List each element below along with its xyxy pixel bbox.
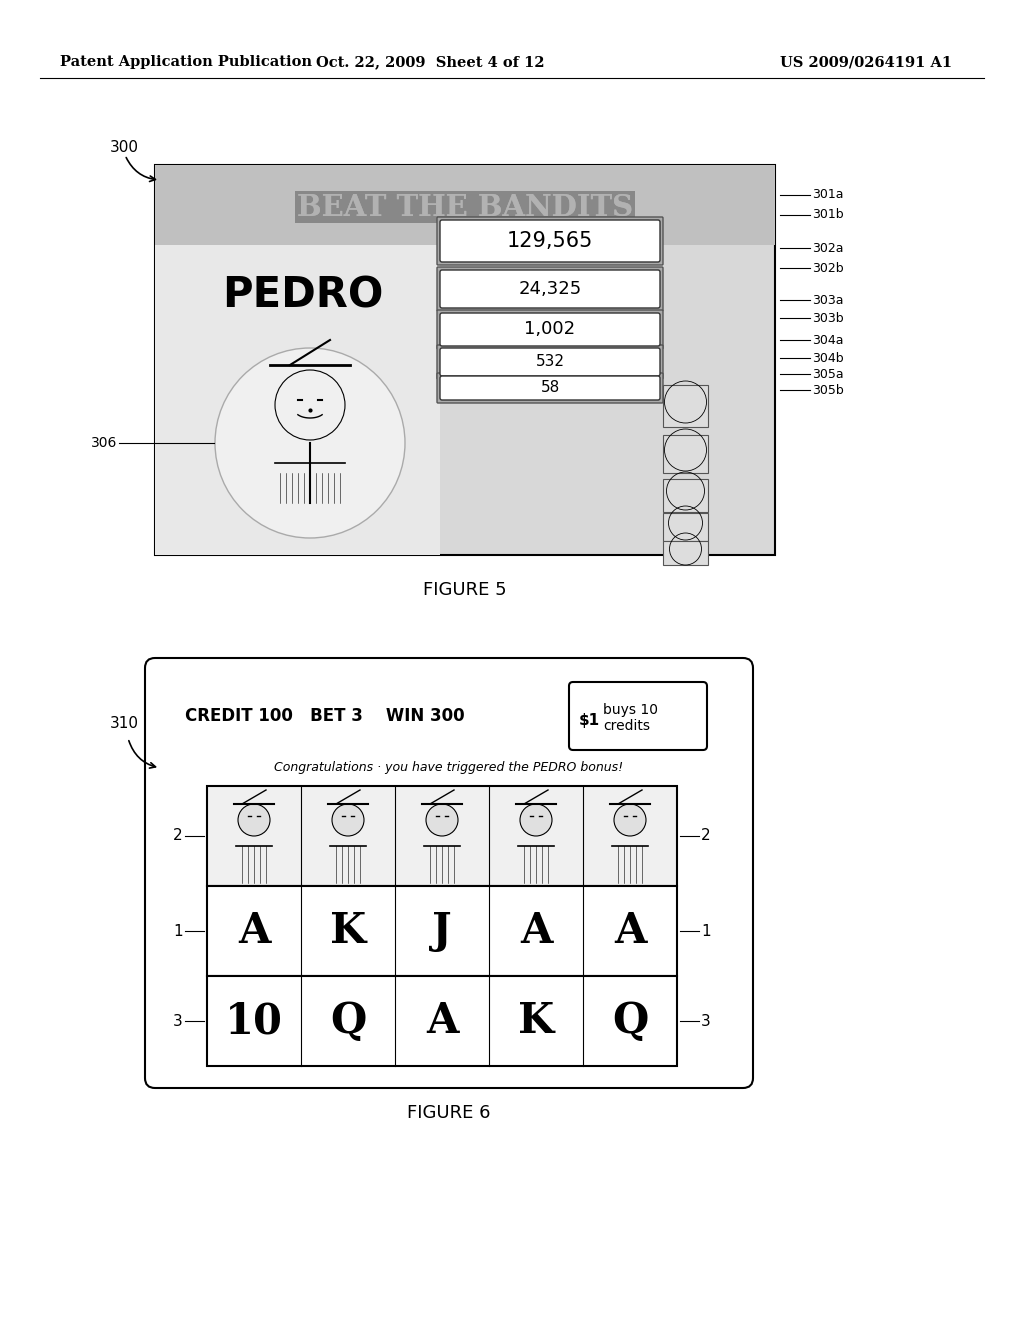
FancyBboxPatch shape xyxy=(440,376,660,400)
Circle shape xyxy=(332,804,364,836)
Text: Patent Application Publication: Patent Application Publication xyxy=(60,55,312,69)
FancyBboxPatch shape xyxy=(440,313,660,346)
Text: Oct. 22, 2009  Sheet 4 of 12: Oct. 22, 2009 Sheet 4 of 12 xyxy=(315,55,545,69)
Text: BEAT THE BANDITS: BEAT THE BANDITS xyxy=(297,193,633,222)
Circle shape xyxy=(520,804,552,836)
Text: K: K xyxy=(518,1001,554,1041)
Text: CREDIT 100   BET 3    WIN 300: CREDIT 100 BET 3 WIN 300 xyxy=(185,708,465,725)
Text: 532: 532 xyxy=(536,355,564,370)
Text: 300: 300 xyxy=(110,140,139,156)
Text: 2: 2 xyxy=(701,829,711,843)
FancyBboxPatch shape xyxy=(437,345,663,379)
Text: 305b: 305b xyxy=(812,384,844,396)
Text: FIGURE 5: FIGURE 5 xyxy=(423,581,507,599)
FancyBboxPatch shape xyxy=(145,657,753,1088)
Text: 3: 3 xyxy=(701,1014,711,1028)
Bar xyxy=(207,975,677,1067)
Circle shape xyxy=(614,804,646,836)
Bar xyxy=(663,436,708,473)
Bar xyxy=(155,165,775,246)
FancyBboxPatch shape xyxy=(440,271,660,308)
Text: 302b: 302b xyxy=(812,261,844,275)
Text: A: A xyxy=(238,909,270,952)
FancyBboxPatch shape xyxy=(440,348,660,376)
FancyBboxPatch shape xyxy=(437,216,663,265)
Text: 305a: 305a xyxy=(812,367,844,380)
Text: Q: Q xyxy=(612,1001,648,1041)
Text: 10: 10 xyxy=(225,1001,283,1041)
Text: US 2009/0264191 A1: US 2009/0264191 A1 xyxy=(780,55,952,69)
Text: 303b: 303b xyxy=(812,312,844,325)
Text: 310: 310 xyxy=(110,715,139,730)
Bar xyxy=(207,886,677,975)
Text: Congratulations · you have triggered the PEDRO bonus!: Congratulations · you have triggered the… xyxy=(274,762,624,775)
Bar xyxy=(207,785,677,886)
Text: J: J xyxy=(432,909,452,952)
Text: BEAT THE BANDITS: BEAT THE BANDITS xyxy=(297,193,633,222)
Text: 303a: 303a xyxy=(812,293,844,306)
Text: 306: 306 xyxy=(91,436,117,450)
Text: FIGURE 6: FIGURE 6 xyxy=(408,1104,490,1122)
Circle shape xyxy=(426,804,458,836)
Text: 304b: 304b xyxy=(812,351,844,364)
FancyBboxPatch shape xyxy=(437,374,663,403)
FancyBboxPatch shape xyxy=(440,220,660,261)
Text: 301a: 301a xyxy=(812,189,844,202)
Text: $1: $1 xyxy=(579,713,600,727)
Bar xyxy=(663,385,708,426)
Text: A: A xyxy=(520,909,552,952)
Text: 1,002: 1,002 xyxy=(524,321,575,338)
Text: 58: 58 xyxy=(541,380,560,396)
Text: 129,565: 129,565 xyxy=(507,231,593,251)
Text: Q: Q xyxy=(330,1001,367,1041)
Text: PEDRO: PEDRO xyxy=(222,275,384,315)
Text: 301b: 301b xyxy=(812,209,844,222)
FancyBboxPatch shape xyxy=(437,310,663,348)
Text: 302a: 302a xyxy=(812,242,844,255)
Text: A: A xyxy=(426,1001,458,1041)
Circle shape xyxy=(238,804,270,836)
Text: buys 10
credits: buys 10 credits xyxy=(603,702,658,733)
Text: 2: 2 xyxy=(173,829,183,843)
Text: A: A xyxy=(613,909,646,952)
FancyBboxPatch shape xyxy=(569,682,707,750)
Bar xyxy=(155,165,440,554)
Bar xyxy=(663,513,708,541)
Bar xyxy=(663,479,708,511)
Text: 304a: 304a xyxy=(812,334,844,346)
Bar xyxy=(155,165,775,554)
Text: 1: 1 xyxy=(701,924,711,939)
Circle shape xyxy=(215,348,406,539)
Text: 24,325: 24,325 xyxy=(518,280,582,298)
Text: 1: 1 xyxy=(173,924,183,939)
Bar xyxy=(663,541,708,565)
FancyBboxPatch shape xyxy=(437,267,663,312)
Text: 3: 3 xyxy=(173,1014,183,1028)
Text: K: K xyxy=(330,909,367,952)
